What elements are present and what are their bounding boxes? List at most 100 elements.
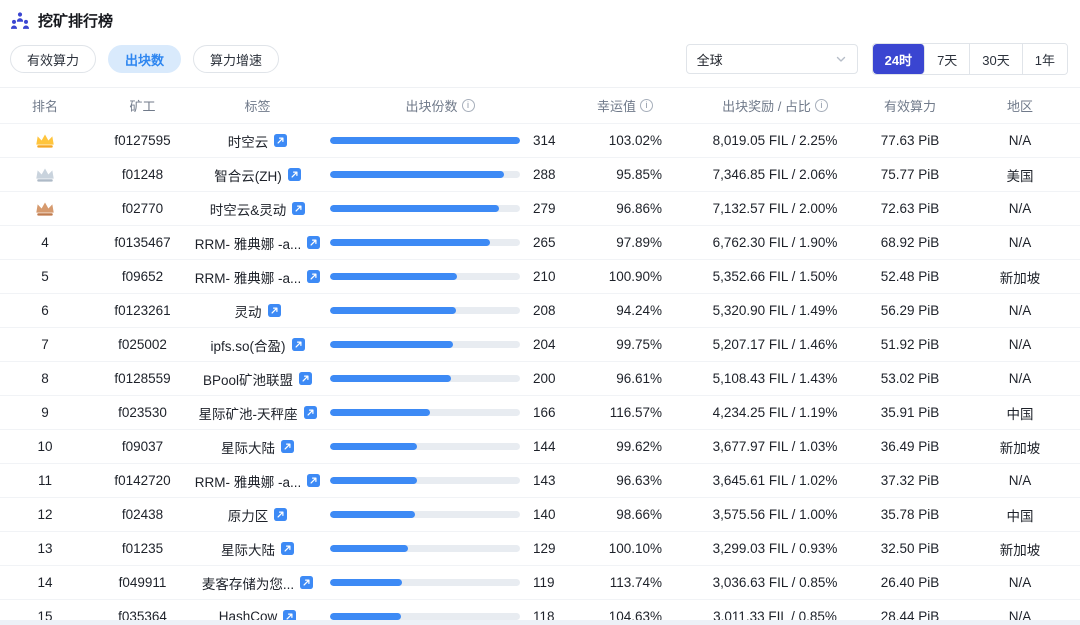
region-value: N/A [1008, 371, 1032, 386]
shares-cell: 204 [320, 337, 560, 352]
region-value: 新加坡 [999, 440, 1041, 456]
tag-cell[interactable]: 灵动 [195, 301, 320, 321]
info-icon[interactable]: i [814, 99, 828, 112]
tag-cell[interactable]: BPool矿池联盟 [195, 369, 320, 389]
miner-id[interactable]: f0135467 [114, 235, 171, 250]
external-link-icon[interactable] [274, 508, 288, 521]
time-range-1y[interactable]: 1年 [1022, 44, 1067, 74]
miner-id[interactable]: f09037 [121, 439, 164, 454]
region-value: N/A [1008, 303, 1032, 318]
tag-cell[interactable]: 时空云 [195, 131, 320, 151]
external-link-icon[interactable] [307, 474, 321, 487]
tab-block-count[interactable]: 出块数 [108, 45, 182, 73]
bottom-divider [0, 620, 1080, 625]
shares-value: 204 [533, 337, 556, 352]
table-row: 6 f0123261 灵动 208 94.24% 5,320.90 FIL / … [0, 294, 1080, 328]
time-range-24h[interactable]: 24时 [872, 44, 926, 74]
region-select[interactable]: 全球 [685, 44, 858, 74]
tag-cell[interactable]: 星际大陆 [195, 437, 320, 457]
rank-cell: 13 [0, 541, 90, 556]
shares-bar-fill [330, 477, 417, 484]
shares-value: 119 [533, 575, 555, 590]
external-link-icon[interactable] [303, 406, 317, 419]
tag-cell[interactable]: RRM- 雅典娜 -a... [195, 233, 321, 253]
shares-bar [330, 443, 520, 450]
power-value: 72.63 PiB [880, 201, 940, 216]
rank-number: 9 [41, 405, 49, 420]
metric-tabs: 有效算力 出块数 算力增速 [10, 45, 280, 73]
region-value: 中国 [1006, 508, 1034, 524]
external-link-icon[interactable] [287, 168, 301, 181]
tag-label: BPool矿池联盟 [202, 372, 294, 388]
luck-value: 100.10% [608, 541, 662, 556]
rank-cell: 8 [0, 371, 90, 386]
shares-bar [330, 307, 520, 314]
shares-value: 210 [533, 269, 556, 284]
reward-value: 5,320.90 FIL / 1.49% [712, 303, 838, 318]
rank-cell: 14 [0, 575, 90, 590]
tag-cell[interactable]: 智合云(ZH) [195, 165, 320, 185]
external-link-icon[interactable] [291, 338, 305, 351]
miner-id[interactable]: f049911 [118, 575, 167, 590]
shares-cell: 314 [320, 133, 560, 148]
tag-cell[interactable]: 星际大陆 [195, 539, 320, 559]
external-link-icon[interactable] [292, 202, 306, 215]
external-link-icon[interactable] [307, 270, 321, 283]
medal-crown-icon [34, 200, 56, 217]
shares-bar-fill [330, 239, 491, 246]
col-header-rank: 排名 [0, 96, 90, 115]
external-link-icon[interactable] [281, 542, 294, 555]
table-row: 5 f09652 RRM- 雅典娜 -a... 210 100.90% 5,35… [0, 260, 1080, 294]
reward-value: 8,019.05 FIL / 2.25% [712, 133, 838, 148]
external-link-icon[interactable] [267, 304, 281, 317]
shares-bar-fill [330, 137, 520, 144]
rank-cell: 11 [0, 473, 90, 488]
miner-id[interactable]: f0123261 [114, 303, 171, 318]
power-value: 35.78 PiB [880, 507, 940, 522]
info-icon[interactable]: i [461, 99, 475, 112]
power-value: 52.48 PiB [880, 269, 940, 284]
miner-id[interactable]: f025002 [118, 337, 167, 352]
miner-id[interactable]: f01248 [121, 167, 164, 182]
rank-cell: 5 [0, 269, 90, 284]
col-header-region: 地区 [960, 96, 1080, 115]
external-link-icon[interactable] [299, 372, 313, 385]
miner-id[interactable]: f0142720 [114, 473, 171, 488]
time-range-30d[interactable]: 30天 [970, 44, 1023, 74]
tag-cell[interactable]: 麦客存储为您... [195, 573, 320, 593]
external-link-icon[interactable] [283, 610, 297, 623]
external-link-icon[interactable] [274, 134, 288, 147]
miner-id[interactable]: f0128559 [114, 371, 171, 386]
tag-cell[interactable]: 星际矿池-天秤座 [195, 403, 320, 423]
miner-id[interactable]: f02770 [121, 201, 164, 216]
info-icon[interactable]: i [640, 99, 653, 112]
tab-power-growth[interactable]: 算力增速 [193, 45, 280, 73]
external-link-icon[interactable] [281, 440, 294, 453]
rank-cell: 7 [0, 337, 90, 352]
col-header-tag: 标签 [195, 96, 320, 115]
miner-id[interactable]: f09652 [121, 269, 164, 284]
time-range-7d[interactable]: 7天 [925, 44, 971, 74]
tag-cell[interactable]: 时空云&灵动 [195, 199, 320, 219]
col-header-miner: 矿工 [90, 96, 195, 115]
miner-id[interactable]: f01235 [121, 541, 164, 556]
miner-id[interactable]: f02438 [121, 507, 164, 522]
tag-cell[interactable]: ipfs.so(合盈) [195, 335, 320, 355]
tab-valid-power[interactable]: 有效算力 [10, 45, 97, 73]
external-link-icon[interactable] [307, 236, 321, 249]
rank-cell: 9 [0, 405, 90, 420]
shares-bar-fill [330, 443, 418, 450]
luck-value: 95.85% [616, 167, 662, 182]
shares-value: 129 [533, 541, 556, 556]
col-header-label: 矿工 [129, 99, 156, 114]
tag-cell[interactable]: RRM- 雅典娜 -a... [195, 267, 321, 287]
miner-id[interactable]: f0127595 [114, 133, 171, 148]
power-value: 36.49 PiB [880, 439, 940, 454]
shares-value: 166 [533, 405, 556, 420]
miner-id[interactable]: f023530 [118, 405, 167, 420]
external-link-icon[interactable] [300, 576, 314, 589]
tag-cell[interactable]: 原力区 [195, 505, 320, 525]
tag-cell[interactable]: RRM- 雅典娜 -a... [195, 471, 321, 491]
medal-crown-icon [34, 132, 56, 149]
shares-value: 200 [533, 371, 556, 386]
